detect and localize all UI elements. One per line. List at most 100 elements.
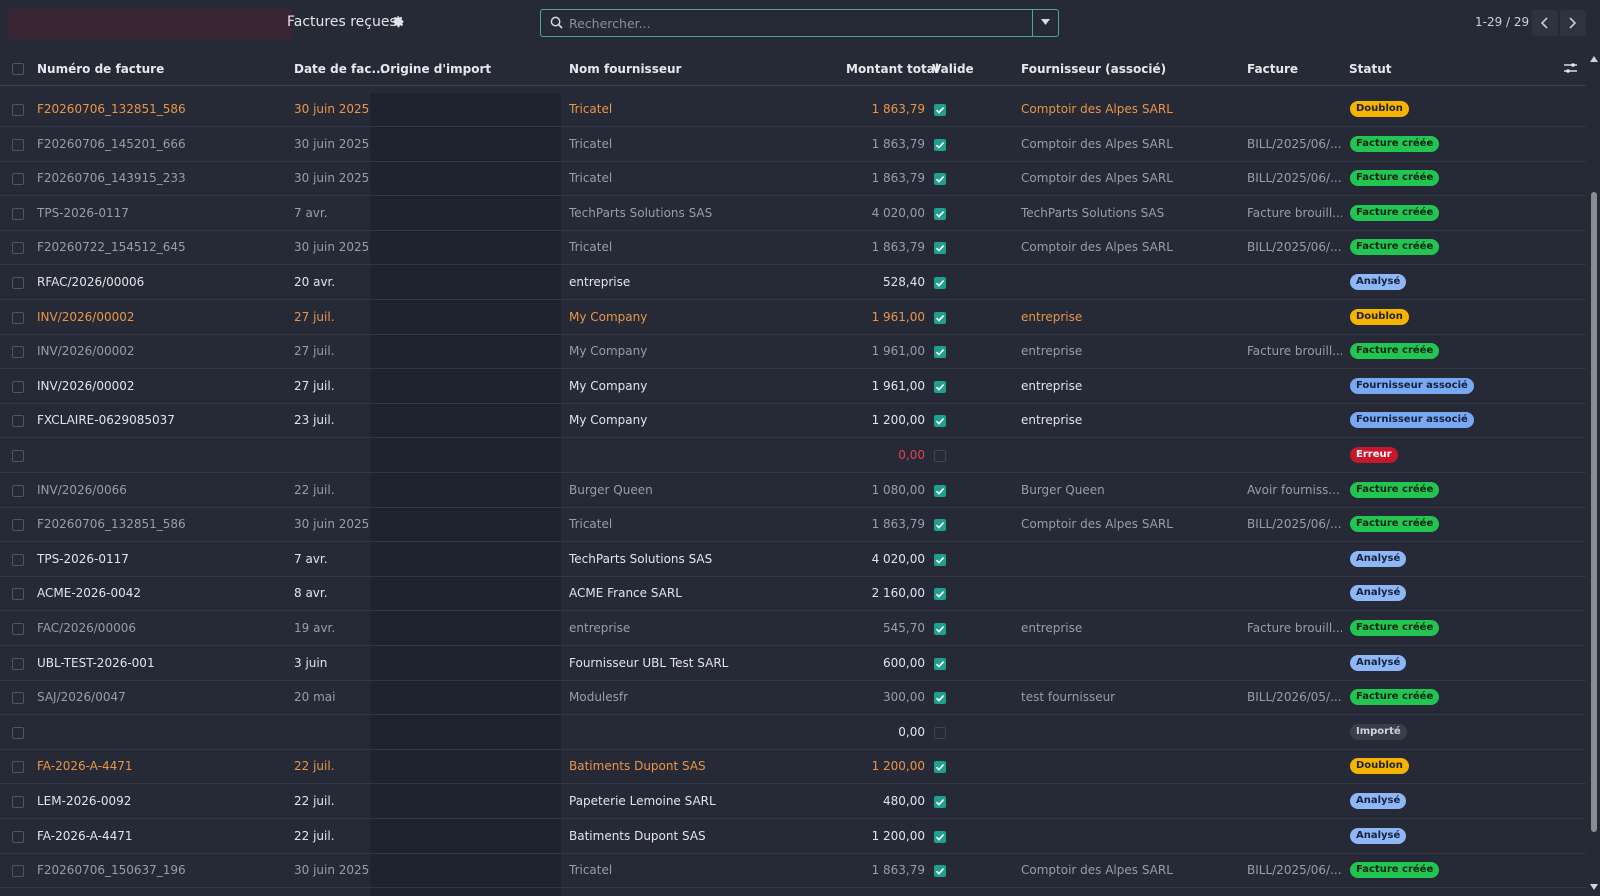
table-row[interactable]: F20260706_150637_196 30 juin 2025 Tricatel… <box>0 854 1586 889</box>
col-date[interactable]: Date de fac... <box>294 62 386 76</box>
row-checkbox[interactable] <box>12 173 24 186</box>
table-row[interactable]: TPS-2026-0117 7 avr. TechParts Solutions S… <box>0 197 1586 231</box>
select-all-checkbox[interactable] <box>12 63 24 75</box>
valid-checkbox-checked <box>934 588 946 601</box>
invoice-number-cell: ACME-2026-0042 <box>37 586 142 601</box>
row-checkbox[interactable] <box>12 692 24 705</box>
col-origin[interactable]: Origine d'import <box>380 62 492 76</box>
row-checkbox[interactable] <box>12 519 24 532</box>
row-checkbox[interactable] <box>12 277 24 289</box>
col-total[interactable]: Montant total <box>846 62 939 76</box>
table-row[interactable]: TPS-2026-0117 7 avr. TechParts Solutions S… <box>0 543 1586 577</box>
status-badge: Facture créée <box>1350 343 1440 360</box>
table-row[interactable]: F20260722_154512_645 30 juin 2025 Tricatel… <box>0 231 1586 266</box>
table-row[interactable]: INV/2026/00002 27 juil. My Company 1 961,00… <box>0 301 1586 335</box>
table-row[interactable]: F20260706_145201_666 30 juin 2025 Tricatel… <box>0 128 1586 162</box>
invoice-link-cell[interactable]: BILL/2026/05/... <box>1247 690 1342 705</box>
supplier-assoc-cell: TechParts Solutions SAS <box>1021 205 1165 220</box>
supplier-name-cell: TechParts Solutions SAS <box>569 205 713 220</box>
table-row[interactable]: LEM-2026-0092 22 juil. Papeterie Lemoine S… <box>0 785 1586 819</box>
table-row[interactable]: FA-2026-A-4471 22 juil. Batiments Dupont S… <box>0 820 1586 854</box>
invoice-link-cell[interactable]: BILL/2025/06/... <box>1247 517 1342 532</box>
table-row[interactable]: SAJ/2026/0047 20 mai Modulesfr 300,00 test f… <box>0 681 1586 716</box>
invoice-link-cell[interactable]: Facture brouill... <box>1247 205 1342 220</box>
row-checkbox[interactable] <box>12 346 24 359</box>
row-checkbox[interactable] <box>12 242 24 255</box>
row-checkbox[interactable] <box>12 623 24 635</box>
status-badge: Analysé <box>1350 827 1407 844</box>
table-row[interactable]: INV/2026/00002 27 juil. My Company 1 961,00… <box>0 370 1586 404</box>
table-row[interactable]: ACME-2026-0042 8 avr. ACME France SARL 2 16… <box>0 577 1586 612</box>
status-badge: Analysé <box>1350 550 1407 567</box>
search-box[interactable]: Rechercher... <box>540 9 1059 37</box>
supplier-assoc-cell: test fournisseur <box>1021 690 1116 705</box>
row-checkbox[interactable] <box>12 380 24 393</box>
invoice-number-cell: F20260706_150637_196 <box>37 863 186 878</box>
table-row[interactable]: F20260706_132851_586 30 juin 2025 Tricatel… <box>0 93 1586 127</box>
search-options-toggle[interactable] <box>1032 10 1058 36</box>
table-row[interactable]: FA-2026-A-4471 22 juil. Batiments Dupont S… <box>0 750 1586 785</box>
table-row[interactable]: FXCLAIRE-0629085037 23 juil. My Company 1 2… <box>0 404 1586 439</box>
table-row[interactable]: RFAC/2026/00006 20 avr. entreprise 528,40 An… <box>0 266 1586 300</box>
scroll-down-icon[interactable] <box>1590 884 1598 890</box>
scroll-up-icon[interactable] <box>1590 56 1598 62</box>
row-checkbox[interactable] <box>12 450 24 462</box>
previous-page-button[interactable] <box>1532 10 1558 36</box>
date-cell: 22 juil. <box>294 794 335 808</box>
row-checkbox[interactable] <box>12 207 24 220</box>
table-row[interactable]: F20260706_143915_233 30 juin 2025 Tricatel… <box>0 162 1586 197</box>
table-row[interactable]: FAC/2026/00006 19 avr. entreprise 545,70 ent… <box>0 612 1586 646</box>
search-input[interactable]: Rechercher... <box>569 16 651 31</box>
invoice-link-cell[interactable]: BILL/2025/06/... <box>1247 136 1342 151</box>
amount-cell: 300,00 <box>883 690 925 705</box>
col-status[interactable]: Statut <box>1349 62 1392 76</box>
scrollbar-thumb[interactable] <box>1591 192 1597 832</box>
next-page-button[interactable] <box>1560 10 1586 36</box>
row-checkbox[interactable] <box>12 553 24 566</box>
valid-checkbox-checked <box>934 173 946 186</box>
valid-checkbox-checked <box>934 104 946 116</box>
col-invoice-number[interactable]: Numéro de facture <box>37 62 165 76</box>
row-checkbox[interactable] <box>12 865 24 878</box>
date-cell: 27 juil. <box>294 344 335 359</box>
table-row[interactable]: 0,00 Erreur <box>0 439 1586 473</box>
gear-icon[interactable] <box>392 15 406 29</box>
col-supplier-name[interactable]: Nom fournisseur <box>569 62 682 76</box>
row-checkbox[interactable] <box>12 415 24 428</box>
table-row[interactable]: F20260706_132851_586 30 juin 2025 Tricatel… <box>0 508 1586 543</box>
col-supplier-assoc[interactable]: Fournisseur (associé) <box>1021 62 1167 76</box>
row-checkbox[interactable] <box>12 311 24 324</box>
row-checkbox[interactable] <box>12 104 24 116</box>
row-checkbox[interactable] <box>12 796 24 808</box>
check-icon <box>935 591 945 599</box>
table-row[interactable]: UBL-TEST-2026-001 3 juin Fournisseur UBL T… <box>0 647 1586 681</box>
invoice-number-cell: FA-2026-A-4471 <box>37 828 133 843</box>
amount-cell: 4 020,00 <box>871 551 925 566</box>
table-row[interactable]: 0,00 Importé <box>0 716 1586 750</box>
col-valid[interactable]: Valide <box>932 62 974 76</box>
pager-value[interactable]: 1-29 / 29 <box>1475 15 1530 29</box>
col-invoice[interactable]: Facture <box>1247 62 1299 76</box>
optional-columns-icon[interactable] <box>1564 62 1577 77</box>
row-checkbox[interactable] <box>12 830 24 843</box>
table-row[interactable]: INV/2026/00002 27 juil. My Company 1 961,00… <box>0 335 1586 370</box>
invoice-link-cell[interactable]: Facture brouill... <box>1247 621 1342 635</box>
table-header: Numéro de facture Date de fac... Origine… <box>0 52 1586 86</box>
date-cell: 30 juin 2025 <box>294 517 369 532</box>
supplier-name-cell: My Company <box>569 309 648 324</box>
row-checkbox[interactable] <box>12 588 24 601</box>
invoice-link-cell[interactable]: Avoir fourniss... <box>1247 482 1340 497</box>
row-checkbox[interactable] <box>12 657 24 670</box>
status-badge: Fournisseur associé <box>1350 377 1474 394</box>
row-checkbox[interactable] <box>12 138 24 151</box>
invoice-link-cell[interactable]: BILL/2025/06/... <box>1247 171 1342 186</box>
status-badge: Facture créée <box>1350 689 1440 706</box>
invoice-link-cell[interactable]: Facture brouill... <box>1247 344 1342 359</box>
table-row[interactable]: INV/2026/0066 22 juil. Burger Queen 1 080,0… <box>0 474 1586 508</box>
row-checkbox[interactable] <box>12 761 24 774</box>
invoice-link-cell[interactable]: BILL/2025/06/... <box>1247 240 1342 255</box>
row-checkbox[interactable] <box>12 484 24 497</box>
row-checkbox[interactable] <box>12 726 24 739</box>
invoice-number-cell: FXCLAIRE-0629085037 <box>37 413 175 428</box>
invoice-link-cell[interactable]: BILL/2025/06/... <box>1247 863 1342 878</box>
